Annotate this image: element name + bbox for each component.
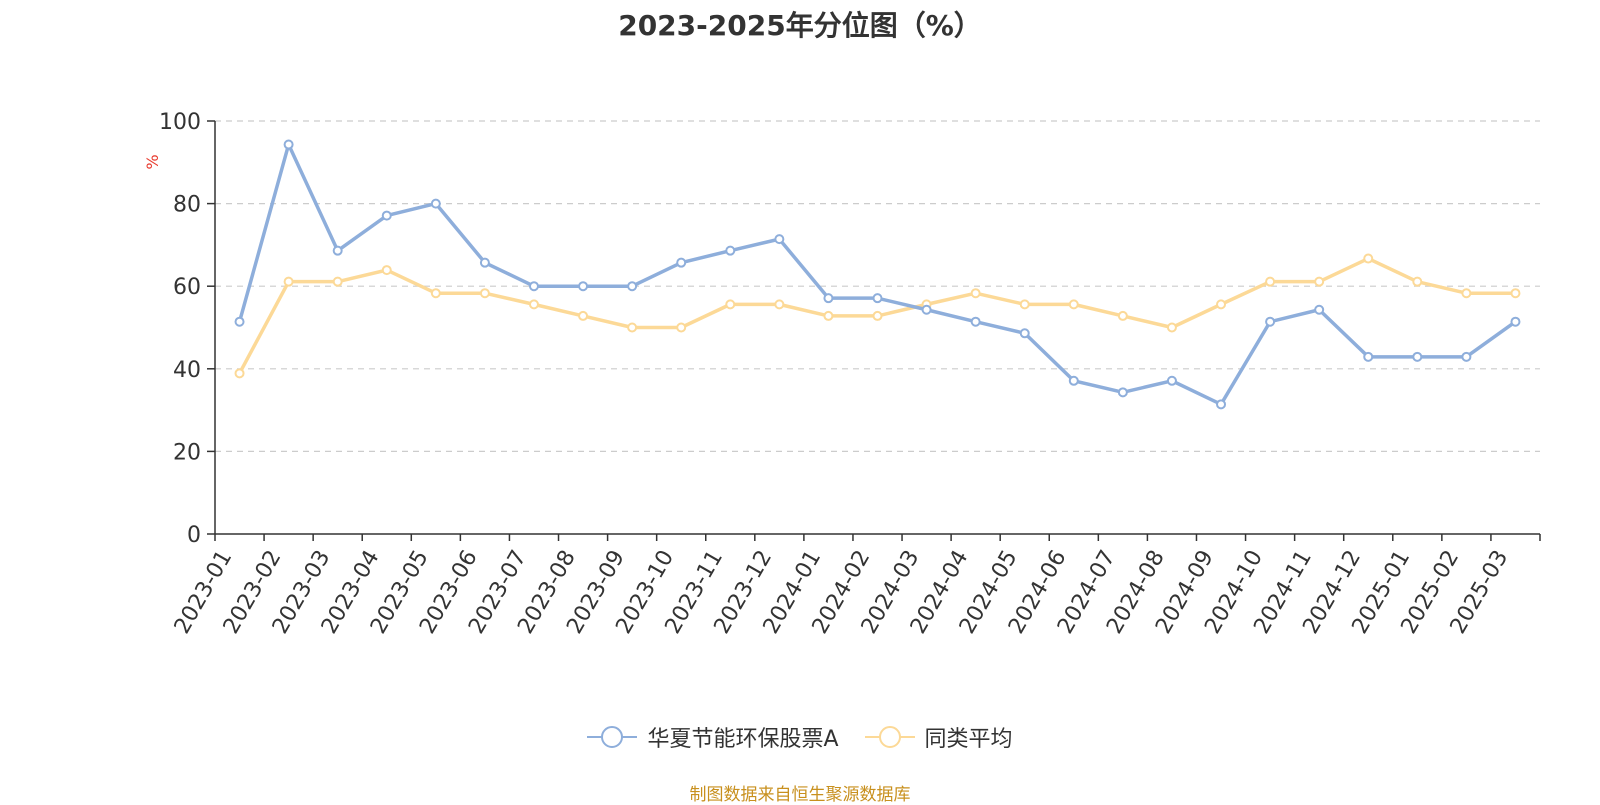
data-point[interactable] xyxy=(872,293,883,304)
data-point[interactable] xyxy=(676,322,687,333)
chart-title: 2023-2025年分位图（%） xyxy=(618,9,982,42)
legend-item-fund[interactable]: 华夏节能环保股票A xyxy=(587,721,839,753)
data-point[interactable] xyxy=(774,299,785,310)
data-point[interactable] xyxy=(1412,276,1423,287)
data-point[interactable] xyxy=(1461,351,1472,362)
legend-item-peer-average[interactable]: 同类平均 xyxy=(864,721,1013,753)
data-point[interactable] xyxy=(1265,276,1276,287)
data-point[interactable] xyxy=(1314,304,1325,315)
series-lines xyxy=(234,139,1521,410)
data-point[interactable] xyxy=(921,304,932,315)
legend-label-peer-average: 同类平均 xyxy=(924,727,1013,752)
data-point[interactable] xyxy=(430,288,441,299)
data-point[interactable] xyxy=(725,299,736,310)
data-point[interactable] xyxy=(1461,288,1472,299)
data-point[interactable] xyxy=(479,257,490,268)
data-point[interactable] xyxy=(528,299,539,310)
data-point[interactable] xyxy=(627,281,638,292)
data-point[interactable] xyxy=(725,245,736,256)
data-point[interactable] xyxy=(1019,328,1030,339)
data-point[interactable] xyxy=(430,198,441,209)
data-point[interactable] xyxy=(578,310,589,321)
data-point[interactable] xyxy=(872,310,883,321)
data-point[interactable] xyxy=(1068,375,1079,386)
y-tick-label: 40 xyxy=(173,358,201,383)
data-point[interactable] xyxy=(479,288,490,299)
legend-label-fund: 华夏节能环保股票A xyxy=(647,727,839,752)
grid-lines xyxy=(215,120,1540,452)
data-point[interactable] xyxy=(970,288,981,299)
legend-marker-fund xyxy=(587,726,638,748)
data-point[interactable] xyxy=(1216,299,1227,310)
data-point[interactable] xyxy=(1166,322,1177,333)
axes xyxy=(207,120,1541,541)
tick-labels: 0204060801002023-012023-022023-032023-04… xyxy=(159,110,1513,638)
data-point[interactable] xyxy=(528,281,539,292)
data-point[interactable] xyxy=(1019,299,1030,310)
data-point[interactable] xyxy=(1510,316,1521,327)
data-point[interactable] xyxy=(283,139,294,150)
source-note: 制图数据来自恒生聚源数据库 xyxy=(689,785,911,805)
legend-marker-peer-average xyxy=(864,726,915,748)
series-line-0 xyxy=(237,142,1517,407)
data-point[interactable] xyxy=(1166,375,1177,386)
data-point[interactable] xyxy=(1068,299,1079,310)
legend: 华夏节能环保股票A 同类平均 xyxy=(0,721,1600,753)
data-point[interactable] xyxy=(1117,387,1128,398)
data-point[interactable] xyxy=(1265,316,1276,327)
data-point[interactable] xyxy=(676,257,687,268)
data-point[interactable] xyxy=(1363,253,1374,264)
y-axis-label: % xyxy=(143,154,162,169)
data-point[interactable] xyxy=(381,210,392,221)
data-point[interactable] xyxy=(283,276,294,287)
data-point[interactable] xyxy=(1117,310,1128,321)
y-tick-label: 60 xyxy=(173,275,201,300)
data-point[interactable] xyxy=(234,368,245,379)
data-point[interactable] xyxy=(970,316,981,327)
data-point[interactable] xyxy=(578,281,589,292)
y-tick-label: 20 xyxy=(173,440,201,465)
y-tick-label: 100 xyxy=(159,110,201,135)
data-point[interactable] xyxy=(1363,351,1374,362)
y-tick-label: 80 xyxy=(173,193,201,218)
data-point[interactable] xyxy=(234,316,245,327)
data-point[interactable] xyxy=(1216,399,1227,410)
data-point[interactable] xyxy=(823,293,834,304)
data-point[interactable] xyxy=(823,310,834,321)
data-point[interactable] xyxy=(332,276,343,287)
data-point[interactable] xyxy=(381,265,392,276)
data-point[interactable] xyxy=(774,234,785,245)
data-point[interactable] xyxy=(1314,276,1325,287)
y-tick-label: 0 xyxy=(187,523,201,548)
data-point[interactable] xyxy=(1510,288,1521,299)
data-point[interactable] xyxy=(1412,351,1423,362)
data-point[interactable] xyxy=(627,322,638,333)
data-point[interactable] xyxy=(332,245,343,256)
